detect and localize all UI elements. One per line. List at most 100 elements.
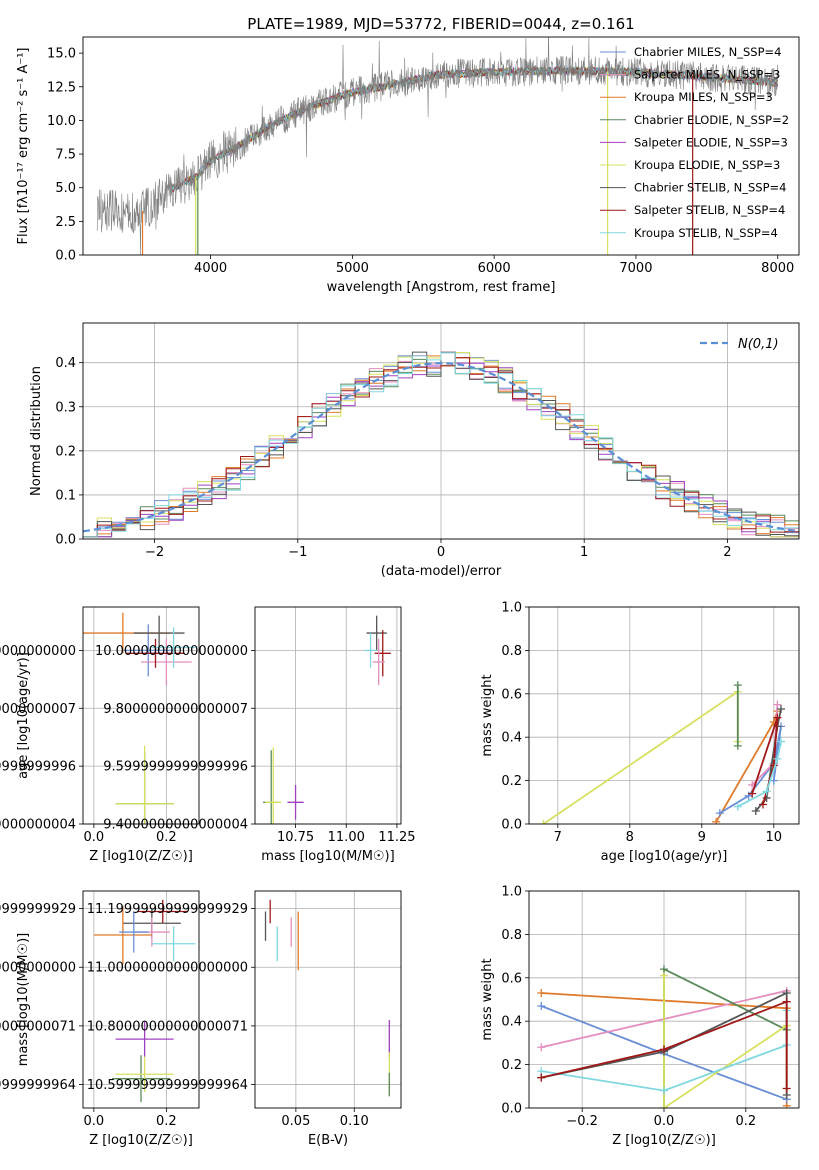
weight-marker <box>782 997 791 1006</box>
errorbar-point <box>115 1021 174 1057</box>
y-tick-label: 0.8 <box>501 644 522 659</box>
y-axis-label: Flux [fλ10⁻¹⁷ erg cm⁻² s⁻¹ A⁻¹] <box>16 48 31 245</box>
weight-marker <box>751 806 760 815</box>
x-tick-label: 7000 <box>619 261 652 276</box>
y-tick-label: 10.80000000000000071 <box>0 1019 76 1034</box>
x-tick-label: 0 <box>437 545 445 560</box>
y-tick-label: 9.8000000000000007 <box>103 702 248 717</box>
y-tick-label: 9.5999999999999996 <box>0 760 76 775</box>
y-tick-label: 11.19999999999999929 <box>87 902 248 917</box>
x-tick-label: 8 <box>626 830 634 845</box>
errorbar-point <box>112 1055 170 1103</box>
y-tick-label: 11.00000000000000000 <box>0 961 76 976</box>
y-tick-label: 15.0 <box>47 47 76 62</box>
y-axis-label: mass [log10(M/M☉)] <box>16 933 31 1066</box>
y-tick-label: 0.4 <box>501 1015 522 1030</box>
x-tick-label: 0.10 <box>340 1114 369 1129</box>
histogram-salp-stelib <box>83 357 799 538</box>
x-tick-label: 8000 <box>761 261 794 276</box>
legend-entry: Kroupa MILES, N_SSP=3 <box>634 90 773 104</box>
errorbar-point <box>151 627 196 668</box>
y-tick-label: 0.2 <box>501 1058 522 1073</box>
errorbar-point <box>374 630 391 677</box>
weight-marker <box>539 820 548 824</box>
x-tick-label: −0.2 <box>566 1114 598 1129</box>
weight-marker <box>759 800 767 809</box>
y-tick-label: 9.4000000000000004 <box>103 818 248 833</box>
plot-area-weight_vs_age <box>539 681 785 824</box>
y-tick-label: 9.4000000000000004 <box>0 818 76 833</box>
errorbar-point <box>137 899 189 924</box>
y-tick-label: 11.00000000000000000 <box>87 961 248 976</box>
axes-frame <box>528 606 800 825</box>
x-tick-label: 0.2 <box>156 830 177 845</box>
x-tick-label: 0.0 <box>654 1114 675 1129</box>
y-tick-label: 0.6 <box>501 971 522 986</box>
legend-entry: Salpeter STELIB, N_SSP=4 <box>634 203 785 217</box>
weight-marker <box>782 988 791 997</box>
axes-frame <box>254 606 402 825</box>
y-tick-label: 0.4 <box>501 731 522 746</box>
errorbar-point <box>364 633 377 668</box>
y-tick-label: 7.5 <box>55 148 76 163</box>
y-tick-label: 0.0 <box>501 818 522 833</box>
weight-line-kroupa-elodie <box>542 689 739 824</box>
errorbar-point <box>115 1056 174 1092</box>
y-tick-label: 5.0 <box>55 181 76 196</box>
errorbar-point <box>126 638 185 668</box>
plot-area-mass_vs_EBV <box>264 899 390 1097</box>
plot-area-spectrum <box>96 37 779 255</box>
y-axis-label: age [log10(age/yr)] <box>16 652 31 779</box>
weight-marker <box>660 1086 668 1095</box>
x-tick-label: 9 <box>698 830 706 845</box>
y-tick-label: 9.5999999999999996 <box>103 760 248 775</box>
y-tick-label: 10.80000000000000071 <box>87 1019 248 1034</box>
axes-mass_vs_EBV: 0.05 0.10 10.59999999999999964 10.800000000… <box>87 890 402 1148</box>
weight-marker <box>537 988 546 997</box>
x-tick-label: 2 <box>723 545 731 560</box>
x-tick-label: 1 <box>580 545 588 560</box>
plot-area-age_vs_Z <box>83 612 196 824</box>
y-tick-label: 0.0 <box>55 249 76 264</box>
weight-marker <box>782 1084 791 1093</box>
errorbar-point <box>115 745 174 824</box>
axes-age_vs_mass: 10.75 11.00 11.25 9.4000000000000004 9.59999… <box>95 606 416 864</box>
axes-frame <box>82 606 200 825</box>
x-tick-label: 10 <box>766 830 783 845</box>
legend-entry: Kroupa STELIB, N_SSP=4 <box>634 226 778 240</box>
plot-area-mass_vs_Z <box>93 899 196 1103</box>
weight-marker <box>773 700 782 709</box>
y-tick-label: 10.0000000000000000 <box>95 644 248 659</box>
legend-spectrum: Chabrier MILES, N_SSP=4 Salpeter MILES, N… <box>600 45 789 240</box>
weight-marker <box>660 1045 668 1054</box>
x-axis-label: Z [log10(Z/Z☉)] <box>89 849 193 864</box>
weight-marker <box>537 1002 546 1011</box>
legend-entry: Chabrier STELIB, N_SSP=4 <box>634 181 786 195</box>
y-tick-label: 2.5 <box>55 215 76 230</box>
weight-marker <box>712 817 721 824</box>
legend-entry: Chabrier ELODIE, N_SSP=2 <box>634 113 789 127</box>
weight-marker <box>733 681 742 690</box>
errorbar-point <box>133 615 185 651</box>
y-tick-label: 12.5 <box>47 80 76 95</box>
weight-line-kroupa-miles <box>715 710 779 823</box>
axes-age_vs_Z: 0.0 0.2 9.4000000000000004 9.59999999999999… <box>0 606 200 864</box>
axes-spectrum: 4000 5000 6000 7000 8000 0.0 2.5 5.0 7.5 10.0 12.5… <box>16 15 800 295</box>
weight-marker <box>733 802 742 811</box>
x-tick-label: 11.00 <box>328 830 365 845</box>
axes-mass_vs_Z: 0.0 0.2 10.59999999999999964 10.80000000000… <box>0 890 200 1148</box>
y-tick-label: 10.59999999999999964 <box>0 1078 76 1093</box>
errorbar-point <box>151 926 196 962</box>
legend-entry: Salpeter ELODIE, N_SSP=3 <box>634 135 788 149</box>
x-axis-label: (data-model)/error <box>381 564 502 579</box>
data-spectrum-line <box>96 37 778 255</box>
legend-entry: Kroupa ELODIE, N_SSP=3 <box>634 158 780 172</box>
axes-weight_vs_Z: −0.2 0.0 0.2 0.0 0.2 0.4 0.6 0.8 1.0 Z [log10(Z/Z… <box>480 885 800 1148</box>
x-axis-label: Z [log10(Z/Z☉)] <box>612 1133 716 1148</box>
axes-residuals: −2 −1 0 1 2 0.0 0.1 0.2 0.3 0.4 (data-model)/error… <box>29 322 800 579</box>
x-tick-label: 0.0 <box>84 830 105 845</box>
errorbar-point <box>119 911 149 953</box>
axes-frame <box>82 890 200 1109</box>
x-tick-label: 0.05 <box>281 1114 310 1129</box>
weight-line-salp-stelib <box>541 1000 788 1089</box>
